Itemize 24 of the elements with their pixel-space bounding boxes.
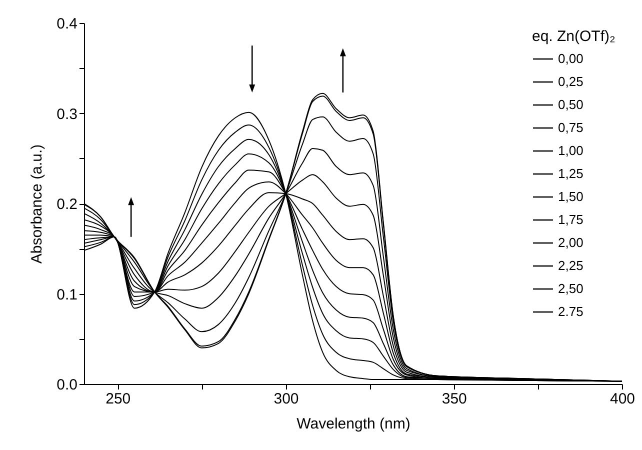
x-axis-title: Wavelength (nm): [296, 416, 410, 432]
legend-label: 1,75: [558, 212, 584, 227]
x-tick-label: 350: [442, 390, 467, 408]
x-tick-label: 300: [274, 390, 299, 408]
y-tick-label: 0.4: [56, 16, 78, 32]
y-tick-label: 0.1: [56, 286, 78, 304]
legend-label: 2.75: [558, 304, 584, 319]
legend-label: 1,00: [558, 143, 584, 158]
legend-label: 2,25: [558, 258, 584, 273]
legend-label: 0,25: [558, 74, 584, 89]
legend-label: 1,50: [558, 189, 584, 204]
legend-label: 2,00: [558, 235, 584, 250]
legend-title: eq. Zn(OTf)₂: [532, 28, 616, 45]
y-tick-label: 0.3: [56, 106, 78, 123]
legend-label: 0,00: [558, 51, 584, 66]
y-tick-label: 0.2: [56, 196, 78, 213]
y-axis-title: Absorbance (a.u.): [28, 144, 46, 264]
x-tick-label: 250: [106, 390, 131, 408]
y-tick-label: 0.0: [56, 376, 78, 394]
legend-label: 0,75: [558, 120, 584, 135]
legend-label: 1,25: [558, 166, 584, 181]
x-tick-label: 400: [610, 390, 636, 408]
legend-label: 0,50: [558, 97, 584, 112]
legend-label: 2,50: [558, 281, 584, 296]
